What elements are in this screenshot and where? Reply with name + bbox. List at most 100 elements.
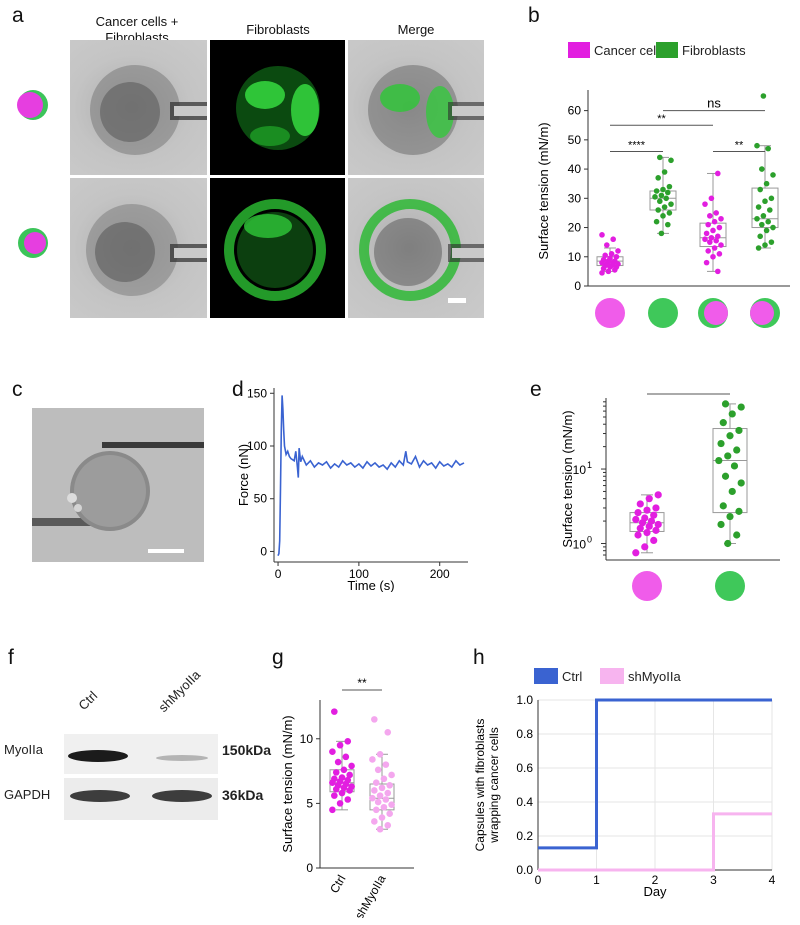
kda-label-150: 150kDa (222, 742, 272, 758)
row-label-myoiia: MyoIIa (4, 742, 44, 757)
point-b-g3 (770, 172, 776, 178)
xtick-label-g-0: Ctrl (327, 873, 348, 896)
point-g-g0 (338, 774, 346, 781)
ytick-exp-e: 1 (587, 460, 592, 470)
point-e-g0 (645, 495, 653, 503)
xtick-label-h: 1 (593, 873, 600, 887)
point-g-g0 (342, 753, 350, 761)
panel-label-h: h (473, 646, 485, 669)
point-e-g1 (719, 419, 727, 427)
ytick-label-b: 10 (568, 250, 582, 264)
category-icon-e-0-body (632, 571, 662, 601)
point-b-g1 (668, 201, 674, 207)
point-b-g3 (768, 239, 775, 245)
ytick-label-h: 1.0 (516, 693, 533, 707)
point-b-g3 (755, 204, 762, 210)
panel-label-g: g (272, 646, 284, 669)
point-b-g2 (715, 268, 721, 275)
ylabel-h-line1: Capsules with fibroblasts (473, 719, 487, 852)
xtick-label-h: 0 (535, 873, 542, 887)
point-b-g3 (754, 215, 760, 222)
point-g-g1 (369, 794, 376, 802)
point-b-g1 (666, 183, 673, 190)
legend-label-h-1: shMyoIIa (628, 669, 682, 684)
point-b-g2 (713, 237, 719, 244)
point-b-g0 (608, 251, 615, 257)
point-b-g0 (599, 232, 605, 238)
ylabel-b: Surface tension (mN/m) (536, 122, 551, 259)
ytick-label-e: 10 (573, 537, 587, 551)
row-label-gapdh: GAPDH (4, 787, 51, 802)
ytick-label-b: 0 (574, 279, 581, 293)
point-e-g1 (730, 462, 739, 470)
point-b-g2 (702, 236, 708, 243)
point-e-g1 (728, 487, 736, 496)
western-blot: Ctrl shMyoIIa MyoIIa GAPDH 150kDa 36kDa (0, 650, 272, 840)
point-e-g1 (726, 432, 734, 440)
point-b-g3 (757, 233, 763, 240)
chart-d: 0 50 100 150 0 100 200 Time (s) Force (nN) (236, 386, 468, 592)
point-g-g1 (378, 784, 386, 792)
point-e-g0 (650, 536, 658, 545)
point-b-g2 (711, 218, 718, 225)
force-trace-d (277, 395, 465, 557)
xtick-label-h: 2 (652, 873, 659, 887)
point-g-g1 (372, 779, 380, 787)
legend-label-h-0: Ctrl (562, 669, 582, 684)
category-icon-b-3-core (750, 301, 774, 325)
point-b-g1 (660, 213, 666, 219)
point-b-g3 (765, 218, 771, 225)
spheroid-icon-core (17, 90, 48, 120)
brightfield-image-row1 (70, 40, 207, 175)
point-e-g0 (641, 514, 649, 522)
point-b-g0 (613, 253, 620, 260)
point-g-g0 (329, 806, 336, 814)
point-b-g3 (759, 221, 765, 228)
legend-swatch-h-0 (534, 668, 558, 684)
panel-label-a: a (12, 4, 24, 27)
micropipette-image (32, 408, 204, 562)
xlabel-h: Day (643, 884, 667, 899)
point-b-g1 (663, 195, 669, 202)
point-e-g0 (643, 506, 651, 514)
ytick-label-d: 150 (247, 386, 267, 400)
xtick-label-d: 100 (349, 567, 369, 581)
point-b-g0 (604, 242, 610, 248)
point-g-g1 (378, 814, 386, 821)
point-g-g0 (334, 758, 342, 766)
point-e-g1 (715, 456, 723, 465)
point-e-g0 (632, 549, 640, 557)
point-b-g2 (708, 234, 715, 241)
point-g-g1 (382, 761, 390, 768)
panel-label-c: c (12, 378, 23, 401)
xtick-label-h: 4 (769, 873, 776, 887)
point-b-g3 (755, 245, 762, 251)
point-e-g1 (737, 479, 745, 487)
xtick-label-h: 3 (710, 873, 717, 887)
point-b-g0 (605, 268, 612, 275)
point-b-g0 (612, 258, 618, 264)
point-b-g1 (655, 175, 661, 181)
point-b-g1 (658, 230, 665, 237)
point-e-g0 (652, 504, 660, 512)
point-b-g3 (762, 242, 768, 248)
point-b-g1 (653, 188, 660, 194)
point-g-g1 (388, 771, 395, 779)
point-e-g1 (721, 472, 730, 480)
point-b-g1 (658, 192, 665, 199)
merge-image-row2 (348, 178, 484, 318)
point-b-g2 (705, 221, 711, 228)
ylabel-d: Force (nN) (236, 444, 251, 506)
column-title-line1: Cancer cells + (95, 14, 179, 29)
point-g-g1 (372, 806, 380, 814)
point-g-g1 (371, 818, 378, 825)
legend-swatch-h-1 (600, 668, 624, 684)
point-g-g1 (380, 803, 388, 811)
category-icon-b-2-core (704, 301, 728, 325)
ylabel-h-line2: wrapping cancer cells (487, 727, 501, 843)
ytick-label-b: 50 (568, 133, 582, 147)
series-line-h-Ctrl (538, 698, 772, 850)
category-icon-b-2 (698, 298, 728, 328)
point-e-g1 (724, 452, 732, 460)
sig-label-e: *** (682, 390, 696, 395)
